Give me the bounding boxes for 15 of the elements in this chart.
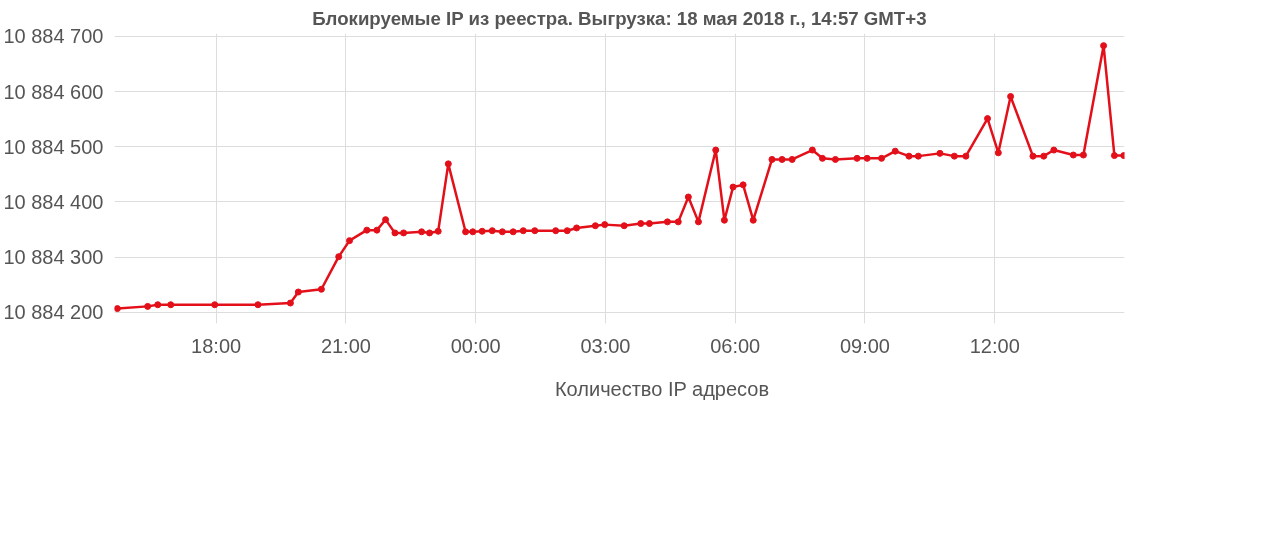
text: Количество IP адресов (554, 377, 770, 401)
y-tick-label: 10 884 200 (3, 301, 104, 324)
x-tick-label: 09:00 (839, 334, 891, 357)
y-tick-label: 10 884 500 (3, 135, 104, 158)
x-tick-label: 12:00 (969, 334, 1020, 357)
x-tick-label: 18:00 (191, 334, 242, 357)
x-tick-label: 21:00 (320, 334, 371, 357)
y-tick-label: 10 884 300 (3, 246, 104, 269)
y-tick-label: 10 884 600 (3, 80, 104, 103)
x-tick-label: 06:00 (710, 334, 761, 357)
y-tick-label: 10 884 400 (3, 190, 104, 213)
x-tick-label: 00:00 (450, 334, 501, 357)
chart-title: Блокируемые IP из реестра. Выгрузка: 18 мая 2018 г., 14:57 GMT+3 (312, 7, 927, 29)
y-tick-label: 10 884 700 (3, 25, 104, 48)
x-tick-label: 03:00 (580, 334, 631, 357)
